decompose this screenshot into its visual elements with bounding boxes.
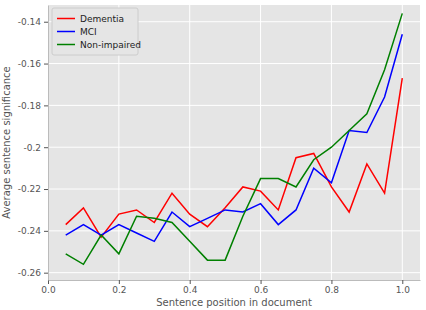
y-tick-label: -0.22 <box>18 184 41 194</box>
y-tick-mark <box>44 231 48 232</box>
y-grid-line <box>48 63 420 64</box>
x-tick-label: 0.6 <box>254 285 269 295</box>
y-axis-title: Average sentence significance <box>1 66 12 219</box>
x-grid-line <box>402 5 403 280</box>
y-tick: -0.26 <box>18 268 48 278</box>
x-axis-title: Sentence position in document <box>156 297 312 308</box>
x-tick-mark <box>190 280 191 284</box>
y-tick: -0.22 <box>18 184 48 194</box>
legend-swatch <box>57 44 75 46</box>
x-tick-label: 0.0 <box>41 285 56 295</box>
y-tick-label: -0.18 <box>18 101 42 111</box>
y-grid-line <box>48 147 420 148</box>
x-tick-mark <box>402 280 403 284</box>
x-tick-mark <box>261 280 262 284</box>
x-grid-line <box>189 5 190 280</box>
y-tick-mark <box>44 105 48 106</box>
y-axis: -0.26 -0.24 -0.22 -0.2 -0.18 -0.16 -0.14 <box>18 6 49 281</box>
x-tick: 0.8 <box>325 280 340 295</box>
x-grid-line <box>331 5 332 280</box>
x-axis: 0.0 0.2 0.4 0.6 0.8 1.0 <box>41 280 420 295</box>
y-tick: -0.24 <box>18 226 48 236</box>
y-grid-line <box>48 105 420 106</box>
x-grid-line <box>260 5 261 280</box>
y-axis-line <box>48 6 49 281</box>
y-tick-label: -0.26 <box>18 268 42 278</box>
x-tick: 0.0 <box>41 280 56 295</box>
legend-swatch <box>57 31 75 33</box>
plot-background <box>48 5 420 280</box>
y-tick-label: -0.24 <box>18 226 42 236</box>
y-tick-mark <box>44 64 48 65</box>
x-grid-line <box>48 5 49 280</box>
x-tick-mark <box>119 280 120 284</box>
y-grid-line <box>48 272 420 273</box>
x-tick-label: 0.2 <box>112 285 126 295</box>
legend-label: Non-impaired <box>80 40 141 50</box>
x-tick: 0.6 <box>254 280 269 295</box>
x-tick-label: 0.4 <box>183 285 198 295</box>
series-line <box>66 78 403 237</box>
y-grid-line <box>48 230 420 231</box>
y-grid-line <box>48 189 420 190</box>
y-tick-mark <box>44 22 48 23</box>
x-tick: 1.0 <box>396 280 411 295</box>
x-tick: 0.2 <box>112 280 126 295</box>
grid <box>48 5 420 280</box>
legend-label: Dementia <box>80 14 124 24</box>
y-tick-label: -0.14 <box>18 17 42 27</box>
y-tick: -0.2 <box>23 143 48 153</box>
series-line <box>66 34 403 241</box>
x-tick-label: 1.0 <box>396 285 411 295</box>
y-tick-label: -0.16 <box>18 59 42 69</box>
legend-swatch <box>57 18 75 20</box>
y-tick-mark <box>44 189 48 190</box>
plot: 0.00.20.40.60.81.0-0.26-0.24-0.22-0.2-0.… <box>18 5 421 295</box>
y-tick: -0.16 <box>18 59 48 69</box>
x-tick-label: 0.8 <box>325 285 340 295</box>
chart: 0.00.20.40.60.81.0-0.26-0.24-0.22-0.2-0.… <box>0 0 426 310</box>
y-tick: -0.14 <box>18 17 48 27</box>
y-tick: -0.18 <box>18 101 48 111</box>
legend-label: MCI <box>80 27 97 37</box>
y-tick-label: -0.2 <box>23 143 41 153</box>
x-tick-mark <box>331 280 332 284</box>
legend: Dementia MCI Non-impaired <box>52 8 141 55</box>
x-tick-mark <box>48 280 49 284</box>
y-tick-mark <box>44 273 48 274</box>
x-tick: 0.4 <box>183 280 198 295</box>
y-tick-mark <box>44 147 48 148</box>
x-axis-line <box>49 280 421 281</box>
